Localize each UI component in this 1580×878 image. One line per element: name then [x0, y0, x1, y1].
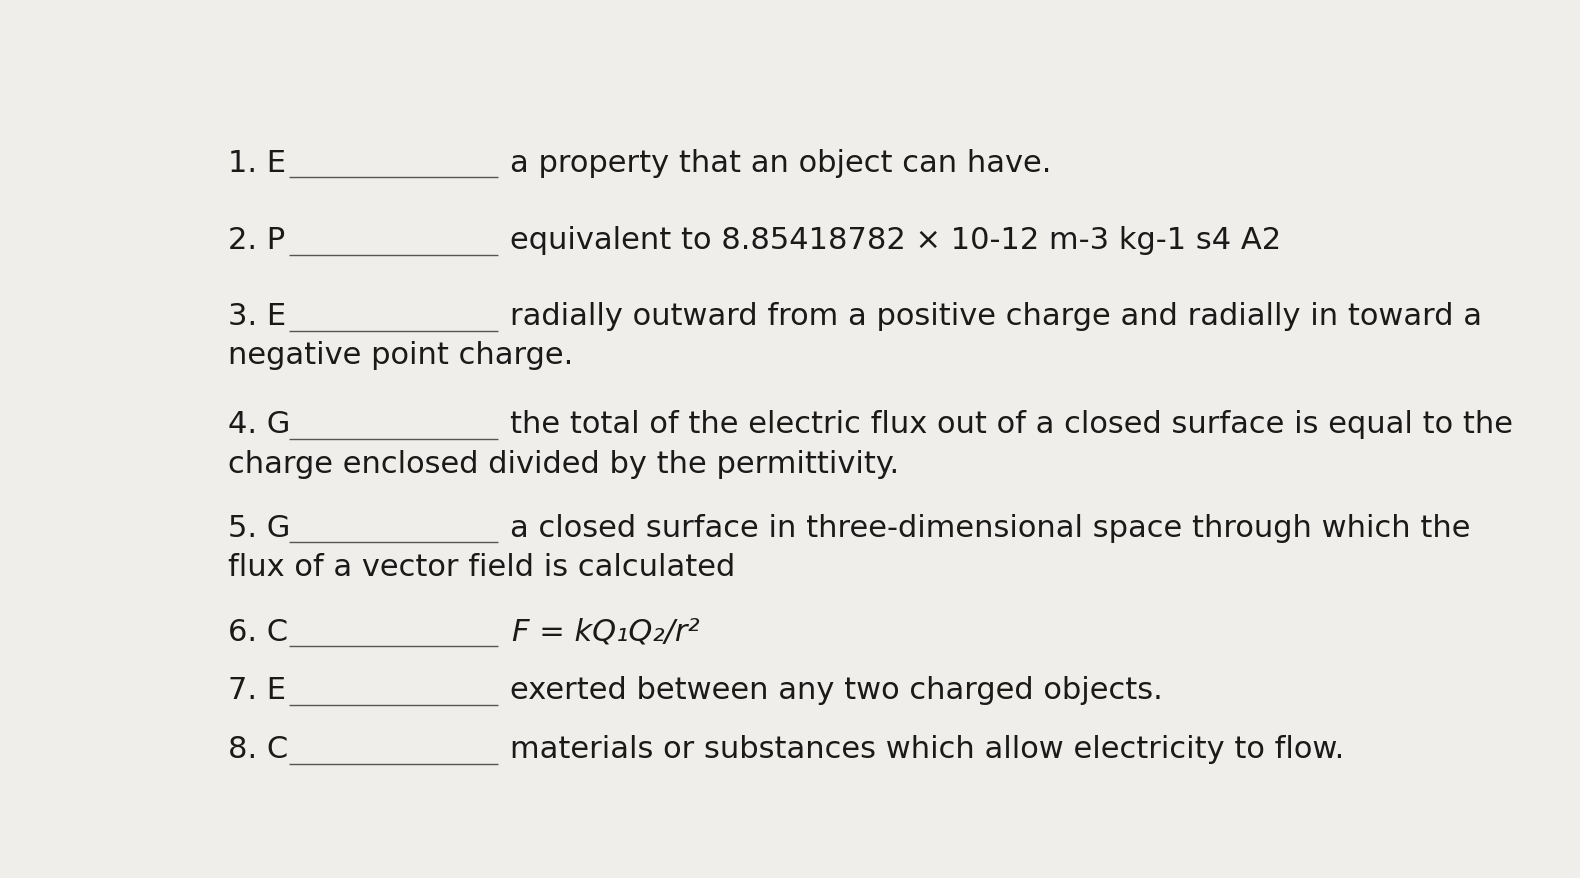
- Text: 3. E: 3. E: [228, 302, 286, 331]
- Text: 8. C: 8. C: [228, 735, 289, 764]
- Text: materials or substances which allow electricity to flow.: materials or substances which allow elec…: [510, 735, 1345, 764]
- Text: exerted between any two charged objects.: exerted between any two charged objects.: [510, 676, 1163, 705]
- Text: 1. E: 1. E: [228, 148, 286, 177]
- Text: 7. E: 7. E: [228, 676, 286, 705]
- Text: a property that an object can have.: a property that an object can have.: [510, 148, 1051, 177]
- Text: a closed surface in three-dimensional space through which the: a closed surface in three-dimensional sp…: [510, 514, 1471, 543]
- Text: the total of the electric flux out of a closed surface is equal to the: the total of the electric flux out of a …: [510, 410, 1512, 439]
- Text: 2. P: 2. P: [228, 227, 286, 255]
- Text: F = kQ₁Q₂/r²: F = kQ₁Q₂/r²: [512, 617, 700, 646]
- Text: 5. G: 5. G: [228, 514, 291, 543]
- Text: negative point charge.: negative point charge.: [228, 341, 574, 370]
- Text: 6. C: 6. C: [228, 617, 288, 646]
- Text: 4. G: 4. G: [228, 410, 291, 439]
- Text: equivalent to 8.85418782 × 10-12 m-3 kg-1 s4 A2: equivalent to 8.85418782 × 10-12 m-3 kg-…: [510, 227, 1281, 255]
- Text: flux of a vector field is calculated: flux of a vector field is calculated: [228, 552, 735, 581]
- Text: charge enclosed divided by the permittivity.: charge enclosed divided by the permittiv…: [228, 450, 899, 479]
- Text: radially outward from a positive charge and radially in toward a: radially outward from a positive charge …: [510, 302, 1482, 331]
